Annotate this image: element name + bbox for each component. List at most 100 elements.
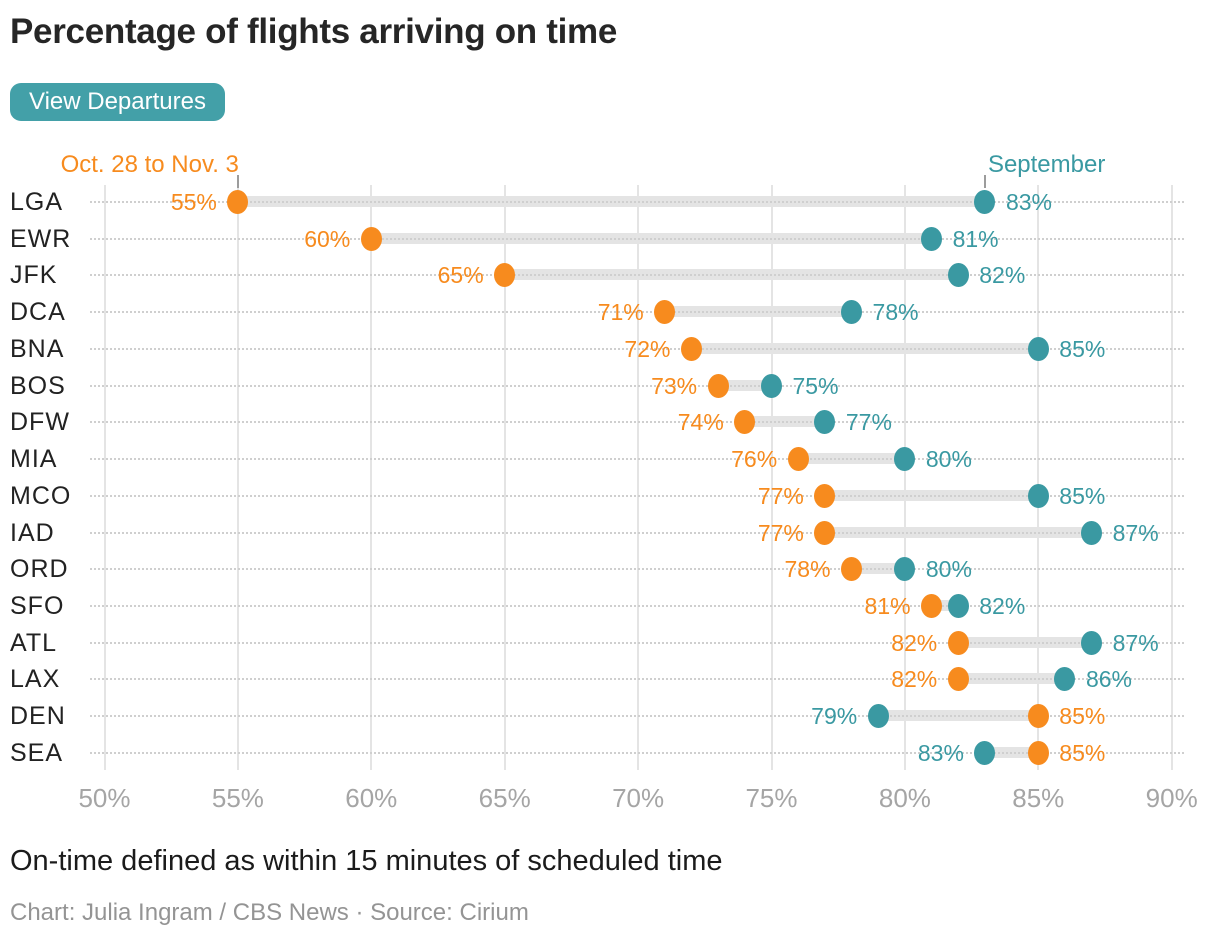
dumbbell-dot-september	[867, 704, 889, 729]
row-gridline	[90, 311, 1184, 314]
value-label-oct28-nov3: 78%	[784, 556, 831, 583]
dumbbell-dot-september	[974, 740, 996, 765]
dumbbell-dot-oct28-nov3	[494, 263, 516, 288]
value-label-september: 81%	[952, 225, 999, 252]
row-label-mia: MIA	[10, 445, 58, 474]
row-label-sea: SEA	[10, 738, 64, 767]
row-gridline	[90, 201, 1184, 203]
row-label-atl: ATL	[10, 628, 57, 657]
chart-credit: Chart: Julia Ingram / CBS News · Source:…	[10, 899, 529, 926]
x-axis-tick-label: 80%	[878, 783, 931, 813]
dumbbell-dot-oct28-nov3	[1027, 704, 1049, 729]
dumbbell-dot-september	[894, 557, 916, 582]
x-axis-tick-label: 50%	[78, 783, 131, 813]
dumbbell-dot-oct28-nov3	[947, 630, 969, 655]
value-label-september: 80%	[925, 556, 972, 583]
row-gridline	[90, 715, 1184, 718]
row-gridline	[90, 531, 1184, 534]
value-label-oct28-nov3: 77%	[757, 482, 804, 509]
value-label-september: 87%	[1112, 629, 1159, 656]
row-label-mco: MCO	[10, 481, 72, 510]
x-gridline	[1037, 185, 1040, 770]
row-label-bna: BNA	[10, 334, 65, 363]
row-label-den: DEN	[10, 702, 66, 731]
value-label-september: 79%	[811, 703, 858, 730]
dumbbell-dot-september	[1027, 336, 1049, 361]
dumbbell-dot-september	[947, 594, 969, 619]
dumbbell-dot-september	[1081, 520, 1103, 545]
dumbbell-dot-september	[921, 226, 943, 251]
row-gridline	[90, 237, 1184, 240]
x-axis-tick-label: 70%	[612, 783, 665, 813]
row-label-bos: BOS	[10, 371, 66, 400]
row-gridline	[90, 421, 1184, 424]
value-label-oct28-nov3: 82%	[891, 629, 938, 656]
row-gridline	[90, 274, 1184, 277]
dumbbell-dot-oct28-nov3	[707, 373, 729, 398]
dumbbell-dot-oct28-nov3	[734, 410, 756, 435]
legend-tick-oct28-nov3	[236, 175, 239, 188]
value-label-oct28-nov3: 71%	[597, 299, 644, 326]
x-axis-tick-label: 90%	[1145, 783, 1198, 813]
dumbbell-dot-oct28-nov3	[814, 483, 836, 508]
legend-label-oct28-nov3: Oct. 28 to Nov. 3	[60, 151, 239, 178]
dumbbell-dot-september	[894, 447, 916, 472]
value-label-oct28-nov3: 55%	[170, 189, 217, 215]
value-label-oct28-nov3: 76%	[731, 446, 778, 473]
legend-label-september: September	[987, 151, 1106, 178]
x-gridline	[1170, 185, 1173, 770]
row-gridline	[90, 347, 1184, 350]
value-label-oct28-nov3: 85%	[1059, 703, 1106, 730]
dumbbell-dot-september	[974, 190, 996, 214]
value-label-oct28-nov3: 74%	[677, 409, 724, 436]
value-label-september: 86%	[1085, 666, 1133, 693]
row-gridline	[90, 494, 1184, 497]
value-label-oct28-nov3: 77%	[757, 519, 804, 546]
legend-tick-september	[983, 175, 986, 188]
row-gridline	[90, 641, 1184, 644]
value-label-september: 87%	[1112, 519, 1159, 546]
value-label-september: 82%	[979, 262, 1026, 289]
value-label-september: 83%	[917, 739, 964, 766]
dumbbell-dot-oct28-nov3	[841, 557, 863, 582]
row-label-jfk: JFK	[10, 261, 58, 290]
dumbbell-dot-oct28-nov3	[654, 300, 676, 325]
value-label-september: 83%	[1005, 189, 1052, 215]
dumbbell-dot-oct28-nov3	[787, 447, 809, 472]
x-gridline	[770, 185, 773, 770]
x-axis-tick-label: 75%	[745, 783, 798, 813]
dumbbell-dot-oct28-nov3	[227, 190, 249, 214]
row-gridline	[90, 751, 1184, 754]
x-gridline	[370, 185, 373, 770]
dumbbell-dot-september	[1054, 667, 1076, 692]
value-label-oct28-nov3: 73%	[651, 372, 698, 399]
x-axis-tick-label: 85%	[1012, 783, 1065, 813]
dumbbell-dot-september	[947, 263, 969, 288]
dumbbell-dot-oct28-nov3	[921, 594, 943, 619]
dumbbell-dot-oct28-nov3	[1027, 740, 1049, 765]
row-label-sfo: SFO	[10, 592, 65, 621]
value-label-september: 77%	[845, 409, 892, 436]
value-label-oct28-nov3: 81%	[864, 593, 911, 620]
dumbbell-dot-oct28-nov3	[360, 226, 382, 251]
row-label-lga: LGA	[10, 188, 64, 216]
row-label-dfw: DFW	[10, 408, 70, 437]
row-gridline	[90, 384, 1184, 387]
x-axis-tick-label: 55%	[211, 783, 264, 813]
x-gridline	[903, 185, 906, 770]
row-gridline	[90, 568, 1184, 571]
row-gridline	[90, 678, 1184, 681]
value-label-september: 75%	[792, 372, 839, 399]
x-gridline	[103, 185, 106, 770]
value-label-september: 82%	[979, 593, 1026, 620]
row-gridline	[90, 605, 1184, 608]
value-label-september: 85%	[1059, 482, 1106, 509]
x-gridline	[637, 185, 640, 770]
x-gridline	[236, 185, 239, 770]
view-departures-button[interactable]: View Departures	[10, 83, 225, 121]
dumbbell-dot-september	[841, 300, 863, 325]
dumbbell-dot-oct28-nov3	[814, 520, 836, 545]
x-axis-tick-label: 60%	[345, 783, 398, 813]
